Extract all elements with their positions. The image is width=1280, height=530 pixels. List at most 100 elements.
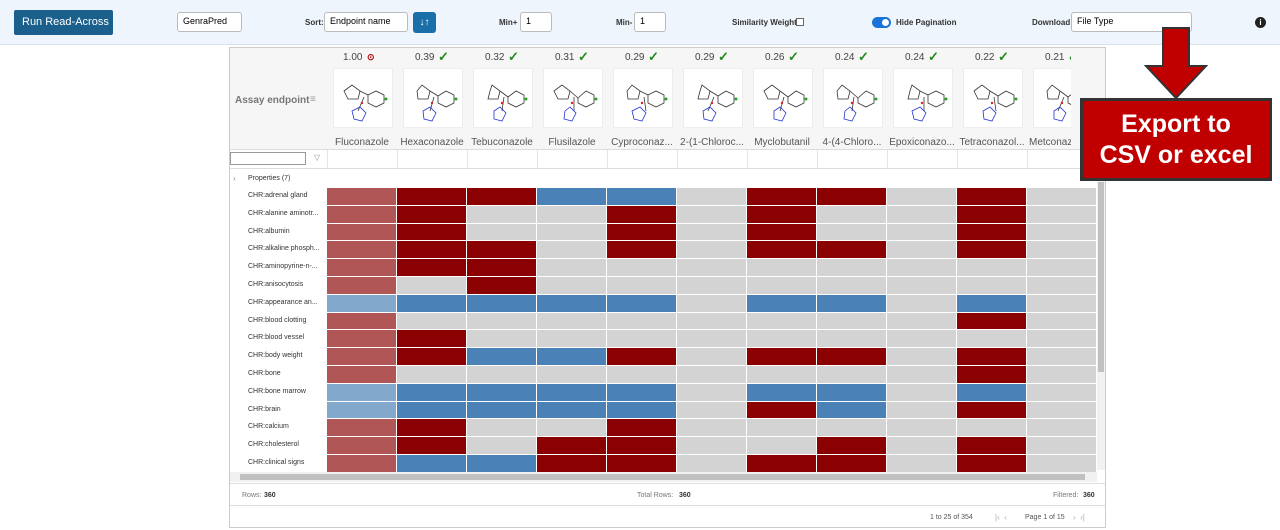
heatmap-cell[interactable] [677,366,746,383]
heatmap-cell[interactable] [817,401,886,419]
heatmap-cell[interactable] [887,205,956,223]
heatmap-cell[interactable] [607,241,676,259]
heatmap-cell[interactable] [817,419,886,437]
heatmap-cell[interactable] [1027,294,1096,312]
vertical-scrollbar[interactable] [1097,180,1105,470]
heatmap-cell[interactable] [467,294,536,312]
heatmap-cell[interactable] [817,455,886,472]
heatmap-cell[interactable] [957,455,1026,472]
heatmap-cell[interactable] [537,366,606,383]
heatmap-cell[interactable] [817,205,886,223]
heatmap-cell[interactable] [957,401,1026,419]
heatmap-cell[interactable] [537,348,606,365]
model-select[interactable]: GenraPred [177,12,242,32]
heatmap-cell[interactable] [607,188,676,205]
heatmap-cell[interactable] [747,383,816,401]
sort-select[interactable]: Endpoint name [324,12,408,32]
heatmap-cell[interactable] [887,455,956,472]
heatmap-cell[interactable] [817,259,886,276]
heatmap-cell[interactable] [747,330,816,348]
heatmap-cell[interactable] [747,188,816,205]
heatmap-cell[interactable] [327,419,396,437]
heatmap-cell[interactable] [607,383,676,401]
info-icon[interactable]: i [1255,17,1266,28]
scroll-thumb[interactable] [240,474,1085,480]
heatmap-cell[interactable] [607,455,676,472]
heatmap-cell[interactable] [467,348,536,365]
heatmap-cell[interactable] [957,383,1026,401]
heatmap-cell[interactable] [537,277,606,294]
heatmap-cell[interactable] [397,330,466,348]
heatmap-cell[interactable] [677,330,746,348]
heatmap-cell[interactable] [887,188,956,205]
scroll-thumb[interactable] [1098,182,1104,372]
heatmap-cell[interactable] [607,437,676,454]
heatmap-cell[interactable] [327,401,396,419]
heatmap-cell[interactable] [747,401,816,419]
hide-pagination-toggle[interactable] [872,17,891,28]
heatmap-cell[interactable] [1027,455,1096,472]
heatmap-cell[interactable] [327,312,396,330]
heatmap-cell[interactable] [957,259,1026,276]
heatmap-cell[interactable] [817,188,886,205]
heatmap-cell[interactable] [747,366,816,383]
heatmap-cell[interactable] [1027,223,1096,241]
heatmap-cell[interactable] [677,277,746,294]
heatmap-cell[interactable] [677,294,746,312]
heatmap-cell[interactable] [817,366,886,383]
heatmap-cell[interactable] [397,348,466,365]
heatmap-cell[interactable] [467,330,536,348]
heatmap-cell[interactable] [957,437,1026,454]
heatmap-cell[interactable] [327,188,396,205]
heatmap-cell[interactable] [957,223,1026,241]
heatmap-cell[interactable] [467,419,536,437]
heatmap-cell[interactable] [957,419,1026,437]
heatmap-cell[interactable] [607,205,676,223]
heatmap-cell[interactable] [957,241,1026,259]
heatmap-cell[interactable] [817,223,886,241]
heatmap-cell[interactable] [817,348,886,365]
heatmap-cell[interactable] [607,366,676,383]
min-plus-select[interactable]: 1 [520,12,552,32]
heatmap-cell[interactable] [747,241,816,259]
sort-direction-button[interactable]: ↓↑ [413,12,436,33]
heatmap-cell[interactable] [887,241,956,259]
heatmap-cell[interactable] [467,401,536,419]
heatmap-cell[interactable] [747,348,816,365]
heatmap-cell[interactable] [327,330,396,348]
heatmap-cell[interactable] [1027,419,1096,437]
heatmap-cell[interactable] [467,259,536,276]
heatmap-cell[interactable] [957,330,1026,348]
heatmap-cell[interactable] [537,294,606,312]
heatmap-cell[interactable] [327,455,396,472]
heatmap-cell[interactable] [607,277,676,294]
heatmap-cell[interactable] [1027,205,1096,223]
heatmap-cell[interactable] [817,330,886,348]
heatmap-cell[interactable] [397,437,466,454]
heatmap-cell[interactable] [817,277,886,294]
heatmap-cell[interactable] [747,223,816,241]
heatmap-cell[interactable] [327,383,396,401]
heatmap-cell[interactable] [887,401,956,419]
heatmap-cell[interactable] [397,223,466,241]
heatmap-cell[interactable] [327,241,396,259]
heatmap-cell[interactable] [467,205,536,223]
heatmap-cell[interactable] [397,366,466,383]
horizontal-scrollbar[interactable] [230,472,1097,482]
expand-icon[interactable]: › [233,174,236,183]
heatmap-cell[interactable] [817,294,886,312]
heatmap-cell[interactable] [327,259,396,276]
heatmap-cell[interactable] [677,419,746,437]
heatmap-cell[interactable] [467,312,536,330]
heatmap-cell[interactable] [327,366,396,383]
filter-icon[interactable]: ▽ [314,153,321,162]
heatmap-cell[interactable] [397,383,466,401]
heatmap-cell[interactable] [397,205,466,223]
heatmap-cell[interactable] [1027,383,1096,401]
heatmap-cell[interactable] [537,205,606,223]
heatmap-cell[interactable] [397,277,466,294]
heatmap-cell[interactable] [677,223,746,241]
first-prev-buttons[interactable]: |‹ ‹ [995,513,1007,522]
filter-input[interactable] [230,152,306,165]
heatmap-cell[interactable] [397,294,466,312]
